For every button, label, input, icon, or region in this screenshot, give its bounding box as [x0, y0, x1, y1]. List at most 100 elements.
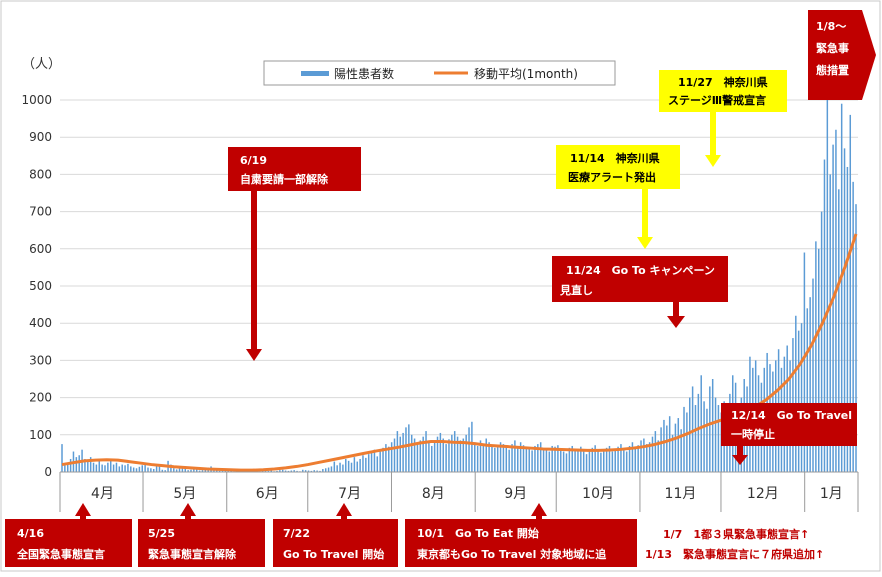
daily-cases-bar	[697, 393, 700, 472]
daily-cases-bar	[187, 470, 189, 472]
y-tick-label: 400	[29, 316, 52, 330]
annotation-date: 10/1 Go To Eat 開始	[417, 526, 539, 540]
daily-cases-bar	[152, 469, 155, 472]
daily-cases-bar	[465, 434, 467, 472]
daily-cases-bar	[795, 315, 797, 472]
daily-cases-bar	[832, 144, 834, 472]
daily-cases-bar	[376, 456, 379, 472]
arrow-shaft	[341, 515, 347, 519]
daily-cases-bar	[491, 445, 493, 472]
daily-cases-bar	[548, 451, 551, 472]
legend-label-bars: 陽性患者数	[334, 66, 394, 81]
daily-cases-bar	[307, 470, 310, 472]
bar-series	[61, 100, 857, 473]
daily-cases-bar	[422, 436, 424, 472]
daily-cases-bar	[327, 467, 330, 472]
daily-cases-bar	[104, 465, 106, 472]
daily-cases-bar	[399, 436, 401, 472]
daily-cases-bar	[838, 189, 840, 472]
daily-cases-bar	[628, 445, 631, 472]
annotation-text: 緊急事態宣言解除	[148, 547, 237, 561]
daily-cases-bar	[620, 444, 622, 472]
daily-cases-bar	[390, 442, 393, 472]
daily-cases-bar	[646, 444, 648, 472]
daily-cases-bar	[806, 308, 809, 472]
daily-cases-bar	[835, 129, 837, 472]
daily-cases-bar	[287, 470, 290, 472]
y-tick-label: 800	[29, 167, 52, 181]
daily-cases-bar	[663, 419, 665, 472]
arrow-head	[180, 503, 196, 516]
daily-cases-bar	[539, 442, 542, 472]
daily-cases-bar	[600, 452, 602, 472]
daily-cases-bar	[410, 434, 413, 472]
daily-cases-bar	[367, 454, 370, 472]
arrow-head	[637, 237, 653, 249]
daily-cases-bar	[147, 467, 149, 472]
daily-cases-bar	[671, 434, 674, 472]
daily-cases-bar	[118, 466, 121, 472]
daily-cases-bar	[158, 466, 161, 472]
daily-cases-bar	[611, 451, 614, 472]
daily-cases-bar	[829, 174, 831, 472]
annotation-text: 一時停止	[731, 427, 775, 441]
daily-cases-bar	[109, 460, 112, 472]
daily-cases-bar	[382, 447, 384, 472]
daily-cases-bar	[416, 444, 419, 472]
daily-cases-bar	[562, 451, 565, 472]
daily-cases-bar	[511, 444, 513, 472]
daily-cases-bar	[61, 444, 63, 472]
daily-cases-bar	[402, 432, 404, 472]
daily-cases-bar	[456, 436, 459, 472]
daily-cases-bar	[623, 449, 625, 472]
daily-cases-bar	[565, 453, 568, 472]
daily-cases-bar	[846, 166, 849, 472]
legend-swatch-bars	[301, 71, 329, 76]
daily-cases-bar	[155, 464, 158, 472]
daily-cases-bar	[597, 450, 599, 472]
daily-cases-bar	[164, 470, 166, 472]
arrow-head	[667, 316, 685, 328]
y-tick-label: 500	[29, 279, 52, 293]
y-axis-title: （人）	[22, 57, 61, 72]
daily-cases-bar	[815, 241, 817, 472]
arrow-shaft	[710, 112, 716, 155]
y-tick-labels: 0 100 200 300 400 500 600 700 800 900 1000	[21, 93, 52, 479]
daily-cases-bar	[451, 434, 453, 472]
y-tick-label: 200	[29, 391, 52, 405]
annotation-text: 東京都もGo To Travel 対象地域に追	[417, 547, 607, 561]
daily-cases-bar	[121, 464, 123, 472]
daily-cases-bar	[290, 470, 293, 472]
annotation-arrow-box	[808, 10, 876, 100]
daily-cases-bar	[64, 465, 66, 472]
annotation-1-8: 1/8～ 緊急事 態措置	[808, 10, 876, 100]
annotation-box	[405, 519, 637, 567]
x-axis: 4月 5月 6月 7月 8月 9月 10月 11月 12月 1月	[59, 471, 859, 512]
daily-cases-bar	[98, 458, 101, 472]
daily-cases-bar	[405, 427, 407, 472]
annotation-text: ステージⅢ警戒宣言	[668, 93, 766, 107]
daily-cases-bar	[419, 440, 422, 472]
y-tick-label: 300	[29, 353, 52, 367]
daily-cases-bar	[617, 446, 619, 472]
arrow-shaft	[185, 515, 191, 519]
daily-cases-bar	[296, 470, 298, 472]
daily-cases-bar	[631, 442, 634, 472]
daily-cases-bar	[482, 444, 485, 472]
daily-cases-bar	[577, 448, 579, 472]
annotation-11-27: 11/27 神奈川県 ステージⅢ警戒宣言	[659, 70, 787, 167]
annotation-box	[138, 519, 265, 567]
y-tick-label: 1000	[21, 93, 52, 107]
daily-cases-bar	[218, 470, 221, 472]
daily-cases-bar	[840, 103, 843, 472]
daily-cases-bar	[519, 442, 522, 472]
arrow-shaft	[737, 446, 743, 455]
annotation-box	[552, 256, 728, 302]
daily-cases-bar	[342, 464, 344, 472]
daily-cases-bar	[537, 444, 539, 472]
daily-cases-bar	[281, 469, 284, 472]
arrow-head	[732, 455, 748, 465]
x-tick-label: 9月	[504, 486, 527, 502]
arrow-head	[336, 503, 352, 516]
